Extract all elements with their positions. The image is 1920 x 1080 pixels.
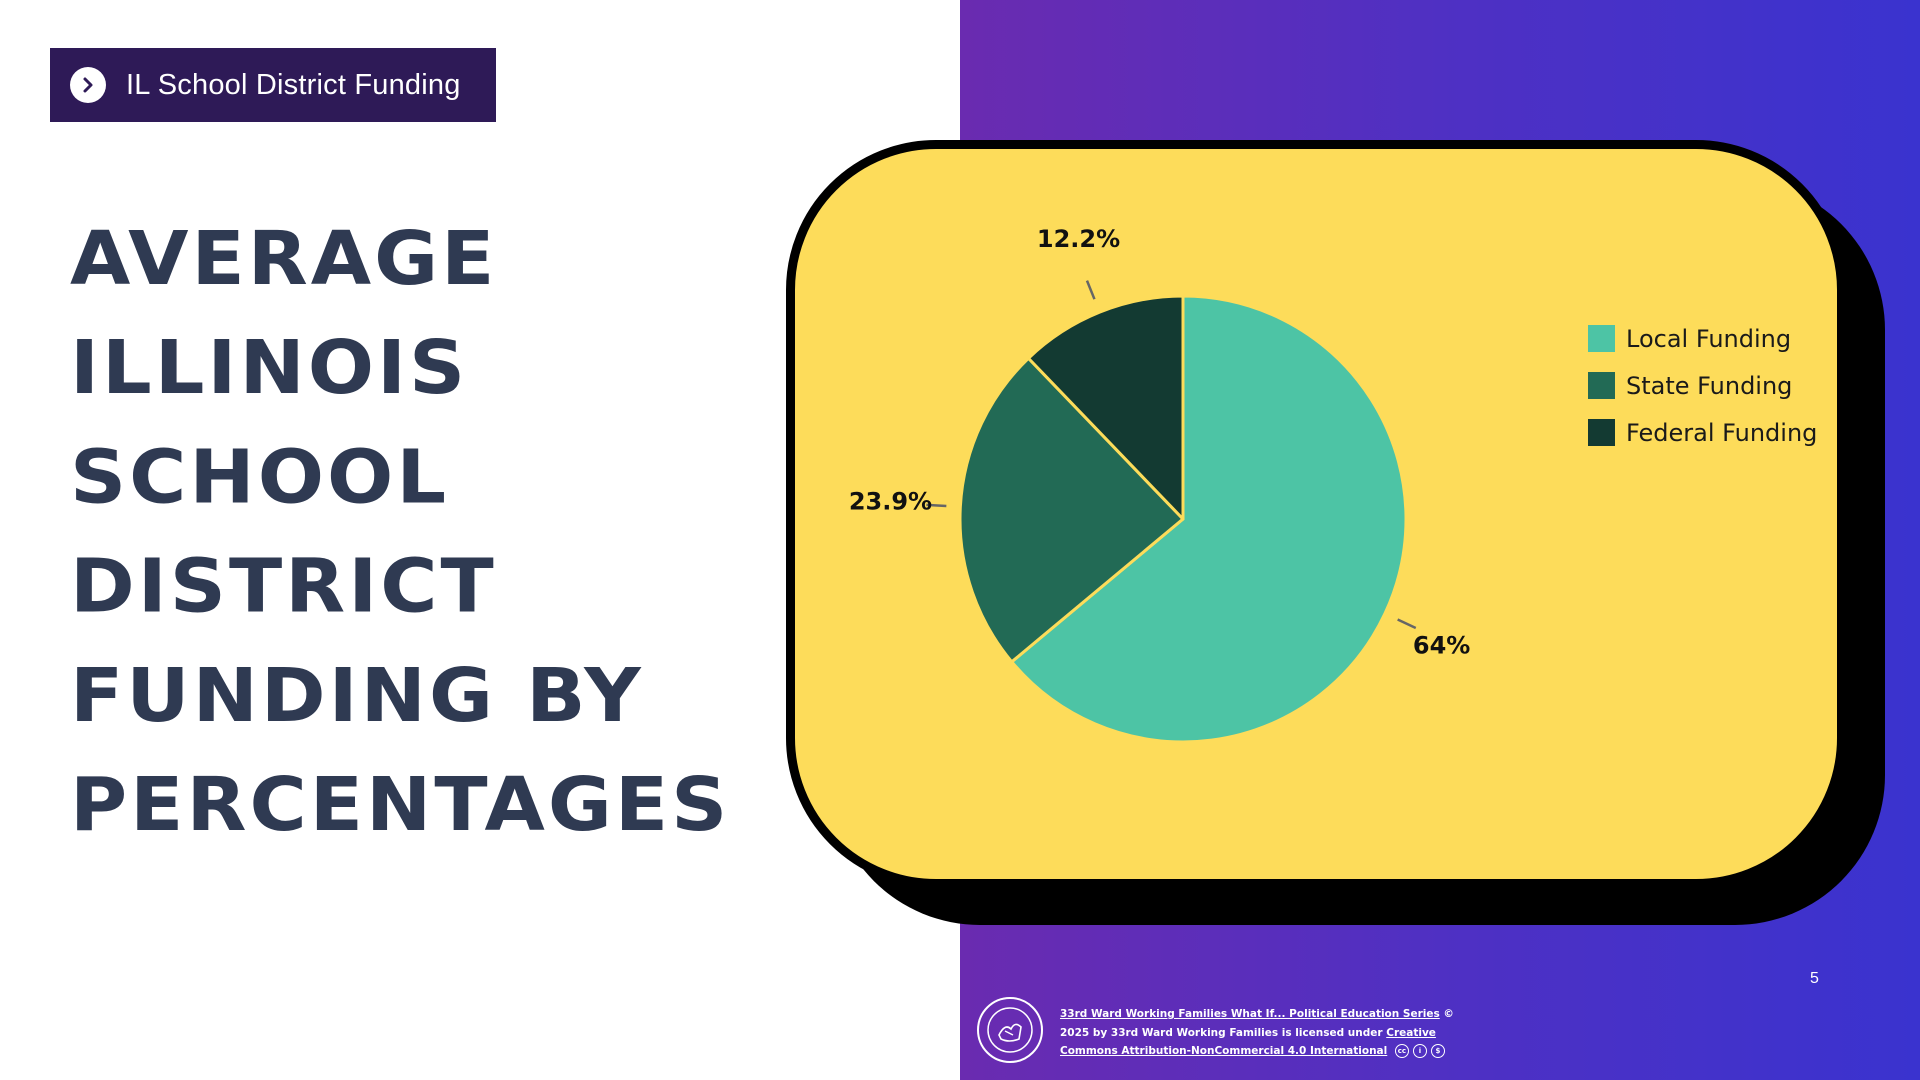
license-footer: 33rd Ward Working Families What If... Po… [1060,1005,1480,1061]
license-link-part1[interactable]: Creative [1386,1026,1436,1039]
title-line: PERCENTAGES [70,762,731,849]
title-line: FUNDING BY [70,653,644,739]
page-number: 5 [1810,970,1819,987]
section-tag-label: IL School District Funding [126,68,461,101]
label-leader-line [1085,280,1096,300]
title-line: SCHOOL [70,434,450,521]
legend-item-state: State Funding [1588,362,1817,409]
cc-icons: cc i $ [1394,1044,1445,1058]
nc-icon: $ [1430,1044,1445,1058]
section-tag: IL School District Funding [50,48,496,122]
legend-label: Local Funding [1626,324,1792,353]
chart-legend: Local Funding State Funding Federal Fund… [1588,315,1817,456]
title-line: DISTRICT [70,544,497,630]
by-icon: i [1412,1044,1427,1058]
title-line: AVERAGE [70,216,498,302]
slice-federal-funding [1026,294,1185,521]
slice-state-funding [958,356,1185,664]
license-link-part2[interactable]: Commons Attribution-NonCommercial 4.0 In… [1060,1045,1388,1057]
legend-swatch [1588,325,1615,352]
slice-local-funding [1010,294,1408,744]
slice-data-label: 23.9% [849,487,932,515]
series-link[interactable]: 33rd Ward Working Families What If... Po… [1060,1008,1440,1020]
slice-data-label: 64% [1413,632,1470,660]
copyright-symbol: © [1443,1008,1454,1020]
legend-label: State Funding [1626,371,1793,400]
legend-item-local: Local Funding [1588,315,1817,362]
legend-swatch [1588,419,1615,446]
chevron-right-icon [70,67,106,103]
label-leader-line [926,503,947,508]
organization-logo [975,995,1045,1065]
legend-label: Federal Funding [1626,418,1818,447]
license-prefix: 2025 by 33rd Ward Working Families is li… [1060,1026,1383,1039]
legend-item-federal: Federal Funding [1588,409,1817,456]
legend-swatch [1588,372,1615,399]
label-leader-line [1397,618,1417,630]
title-line: ILLINOIS [70,325,469,412]
page-title: AVERAGE ILLINOIS SCHOOL DISTRICT FUNDING… [70,205,770,861]
cc-icon: cc [1394,1044,1409,1058]
slice-data-label: 12.2% [1037,225,1120,253]
